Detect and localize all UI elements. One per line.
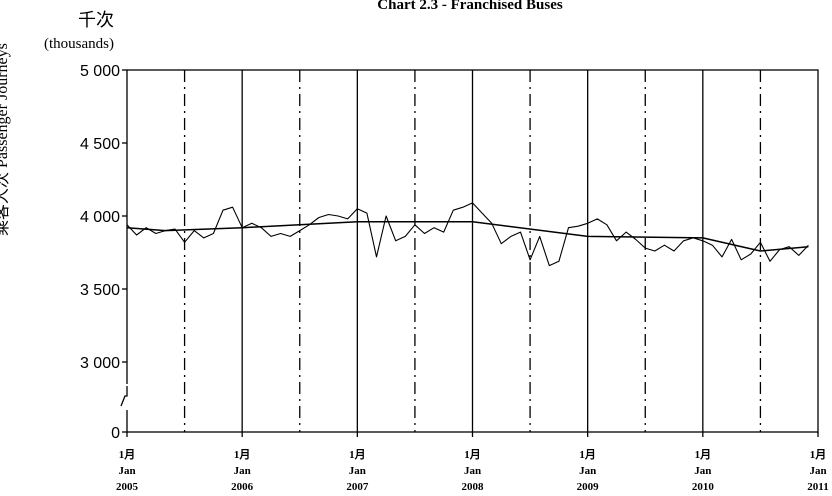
x-tick-month: Jan [234,465,251,477]
x-tick-month-cn: 1月 [119,448,136,461]
y-tick-label: 4 000 [80,209,120,226]
x-tick-month-cn: 1月 [579,448,596,461]
x-tick-month: Jan [809,465,826,477]
x-tick-month-cn: 1月 [464,448,481,461]
x-tick-month: Jan [464,465,481,477]
x-tick-year: 2010 [692,481,715,493]
x-tick-year: 2007 [346,481,369,493]
x-tick-month-cn: 1月 [234,448,251,461]
x-tick-month-cn: 1月 [349,448,366,461]
monthly-series-line [127,203,808,266]
x-tick-month: Jan [349,465,366,477]
x-tick-year: 2006 [231,481,254,493]
x-tick-month: Jan [579,465,596,477]
trend-series-line [127,222,808,251]
y-tick-label: 3 500 [80,282,120,299]
x-tick-month-cn: 1月 [810,448,827,461]
x-tick-year: 2011 [807,481,828,493]
x-tick-month-cn: 1月 [695,448,712,461]
y-tick-label: 5 000 [80,63,120,80]
x-tick-month: Jan [118,465,135,477]
y-tick-label: 0 [111,425,120,442]
x-tick-year: 2008 [462,481,485,493]
y-tick-label: 4 500 [80,136,120,153]
x-tick-year: 2005 [116,481,139,493]
x-tick-year: 2009 [577,481,600,493]
y-tick-label: 3 000 [80,355,120,372]
x-tick-month: Jan [694,465,711,477]
